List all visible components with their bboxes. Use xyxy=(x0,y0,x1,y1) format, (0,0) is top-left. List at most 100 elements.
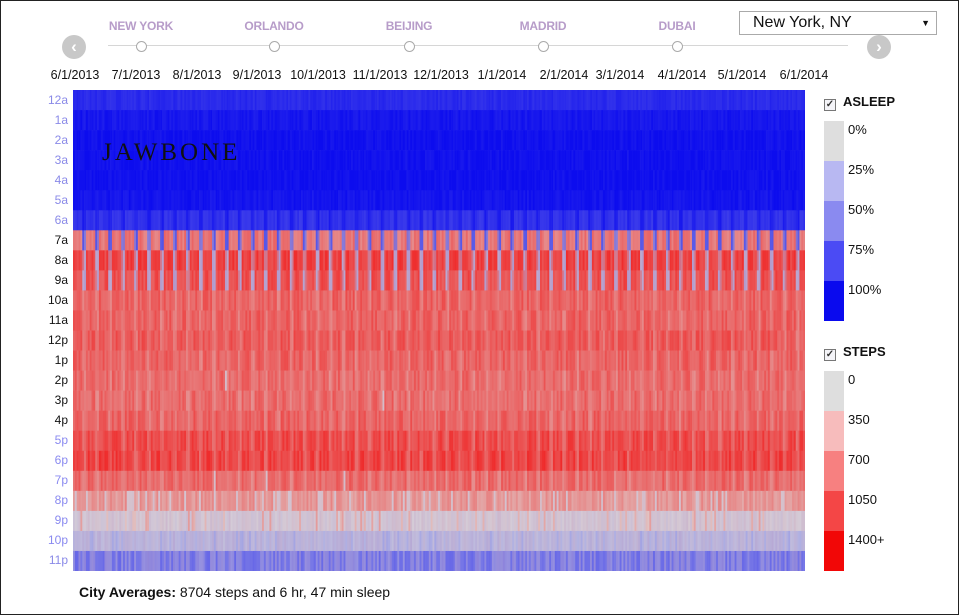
heatmap-cell xyxy=(226,310,229,331)
heatmap-cell xyxy=(247,450,250,472)
heatmap-cell xyxy=(284,110,287,131)
heatmap-cell xyxy=(263,370,267,391)
heatmap-cell xyxy=(367,210,370,231)
heatmap-cell xyxy=(341,170,344,191)
heatmap-cell xyxy=(74,370,77,391)
heatmap-cell xyxy=(123,470,126,492)
heatmap-cell xyxy=(362,150,365,171)
heatmap-cell xyxy=(393,430,396,452)
heatmap-cell xyxy=(191,310,194,331)
heatmap-cell xyxy=(386,310,389,331)
heatmap-cell xyxy=(87,330,90,351)
city-tab-new-york[interactable]: NEW YORK xyxy=(86,19,196,52)
heatmap-cell xyxy=(193,470,196,492)
heatmap-cell xyxy=(241,530,244,552)
heatmap-cell xyxy=(74,330,77,351)
heatmap-cell xyxy=(371,130,374,151)
heatmap-cell xyxy=(289,90,292,111)
heatmap-cell xyxy=(426,130,430,151)
city-select-dropdown[interactable]: New York, NY ▼ xyxy=(739,11,937,35)
city-tab-beijing[interactable]: BEIJING xyxy=(354,19,464,52)
heatmap-cell xyxy=(356,410,359,432)
heatmap-cell xyxy=(139,210,142,231)
heatmap-cell xyxy=(300,130,304,151)
heatmap-cell xyxy=(169,210,172,231)
heatmap-cell xyxy=(154,530,157,552)
heatmap-cell xyxy=(258,430,261,452)
heatmap-cell xyxy=(189,230,192,251)
heatmap-cell xyxy=(221,130,224,151)
heatmap-cell xyxy=(187,430,191,452)
heatmap-cell xyxy=(132,330,135,351)
city-tab-dubai[interactable]: DUBAI xyxy=(622,19,732,52)
heatmap-cell xyxy=(356,90,359,111)
heatmap-cell xyxy=(352,450,355,472)
heatmap-cell xyxy=(345,470,348,492)
heatmap-cell xyxy=(436,530,439,552)
heatmap-cell xyxy=(328,110,331,131)
heatmap-cell xyxy=(397,490,400,512)
heatmap-cell xyxy=(428,330,431,351)
heatmap-cell xyxy=(423,450,426,472)
heatmap-cell xyxy=(254,250,257,271)
heatmap-cell xyxy=(367,330,370,351)
heatmap-cell xyxy=(184,150,187,171)
heatmap-cell xyxy=(189,510,192,532)
heatmap-cell xyxy=(319,530,322,552)
heatmap-cell xyxy=(297,230,300,251)
heatmap-cell xyxy=(319,170,322,191)
city-tab-madrid[interactable]: MADRID xyxy=(488,19,598,52)
heatmap-cell xyxy=(189,190,192,211)
sleep-steps-heatmap[interactable] xyxy=(73,90,805,571)
heatmap-cell xyxy=(189,270,192,291)
heatmap-cell xyxy=(223,530,226,552)
heatmap-cell xyxy=(169,230,172,251)
heatmap-cell xyxy=(100,330,103,351)
heatmap-cell xyxy=(369,410,372,432)
heatmap-cell xyxy=(98,90,102,111)
heatmap-cell xyxy=(373,430,376,452)
heatmap-cell xyxy=(143,390,146,411)
heatmap-cell xyxy=(130,330,133,351)
heatmap-cell xyxy=(321,370,324,391)
heatmap-cell xyxy=(97,190,100,211)
heatmap-cell xyxy=(204,490,207,512)
heatmap-cell xyxy=(291,290,294,311)
heatmap-cell xyxy=(136,490,139,512)
heatmap-cell xyxy=(367,250,370,271)
heatmap-cell xyxy=(87,270,90,291)
prev-city-button[interactable]: ‹ xyxy=(62,35,86,59)
heatmap-cell xyxy=(226,270,229,291)
heatmap-cell xyxy=(221,170,224,191)
heatmap-cell xyxy=(399,490,402,512)
heatmap-cell xyxy=(208,210,211,231)
heatmap-cell xyxy=(169,90,172,111)
heatmap-cell xyxy=(195,110,198,131)
heatmap-cell xyxy=(232,530,235,552)
next-city-button[interactable]: › xyxy=(867,35,891,59)
heatmap-cell xyxy=(173,90,176,111)
heatmap-cell xyxy=(417,410,420,432)
heatmap-cell xyxy=(87,410,90,432)
heatmap-cell xyxy=(256,410,259,432)
heatmap-cell xyxy=(287,110,291,131)
heatmap-cell xyxy=(139,90,142,111)
heatmap-cell xyxy=(193,410,196,432)
heatmap-cell xyxy=(195,330,198,351)
heatmap-cell xyxy=(173,310,176,331)
city-tab-orlando[interactable]: ORLANDO xyxy=(219,19,329,52)
heatmap-cell xyxy=(371,390,374,411)
heatmap-cell xyxy=(438,170,441,191)
heatmap-cell xyxy=(186,110,189,131)
heatmap-cell xyxy=(399,190,402,211)
heatmap-cell xyxy=(148,290,152,311)
heatmap-cell xyxy=(428,510,431,532)
heatmap-cell xyxy=(73,550,76,571)
heatmap-cell xyxy=(413,450,417,472)
heatmap-cell xyxy=(358,330,361,351)
heatmap-cell xyxy=(73,390,76,411)
heatmap-cell xyxy=(110,90,113,111)
heatmap-cell xyxy=(226,110,229,131)
heatmap-cell xyxy=(347,470,350,492)
heatmap-cell xyxy=(284,170,287,191)
